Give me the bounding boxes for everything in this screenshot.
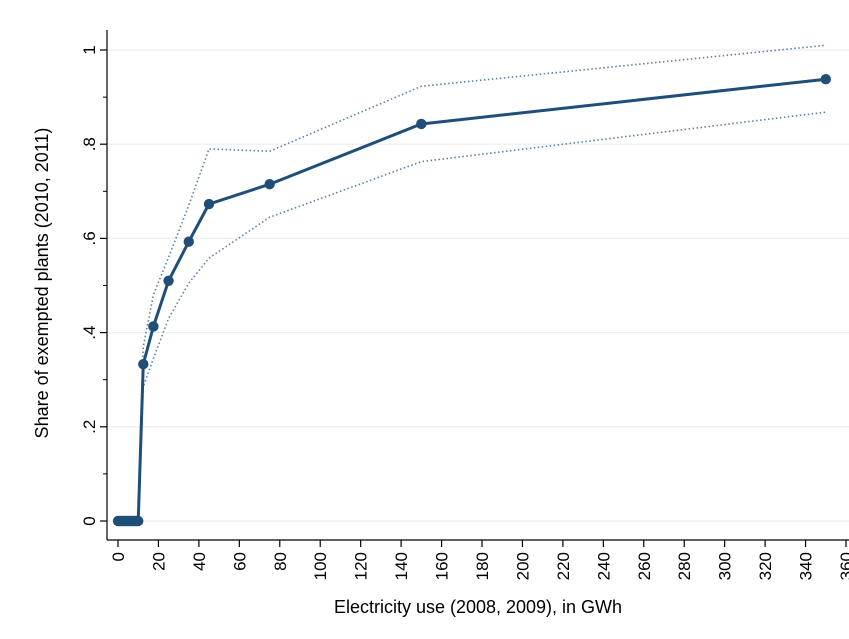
series-dotted-lower-ci-line [137, 111, 826, 522]
y-tick-label-0: 0 [80, 516, 99, 525]
x-tick-label-14: 280 [675, 552, 694, 580]
x-tick-label-9: 180 [473, 552, 492, 580]
y-tick-label-2: .4 [80, 326, 99, 340]
x-tick-label-0: 0 [109, 552, 128, 561]
data-point-13 [163, 275, 174, 286]
data-point-16 [264, 179, 275, 190]
data-point-17 [416, 118, 427, 130]
y-tick-label-1: .2 [80, 420, 99, 434]
x-tick-label-16: 320 [756, 552, 775, 580]
x-tick-label-18: 360 [837, 552, 849, 580]
x-tick-label-4: 80 [271, 552, 290, 571]
x-axis-title: Electricity use (2008, 2009), in GWh [334, 597, 622, 617]
x-tick-label-15: 300 [716, 552, 735, 580]
x-tick-label-1: 20 [149, 552, 168, 571]
data-point-15 [203, 198, 215, 210]
series-layer [112, 44, 831, 527]
data-point-14 [183, 236, 194, 247]
grid-lines [108, 49, 849, 522]
x-tick-label-3: 60 [230, 552, 249, 571]
x-tick-label-8: 160 [433, 552, 452, 580]
x-tick-label-13: 260 [635, 552, 654, 580]
data-point-18 [820, 74, 831, 85]
x-tick-label-10: 200 [513, 552, 532, 580]
y-tick-label-5: 1 [80, 45, 99, 54]
data-point-10 [133, 515, 144, 527]
data-point-11 [138, 358, 149, 370]
x-tick-label-2: 40 [190, 552, 209, 571]
x-tick-label-5: 100 [311, 552, 330, 580]
y-tick-label-3: .6 [80, 231, 99, 245]
x-tick-label-17: 340 [797, 552, 816, 580]
x-tick-label-7: 140 [392, 552, 411, 580]
y-tick-label-4: .8 [80, 137, 99, 151]
y-axis-title: Share of exempted plants (2010, 2011) [32, 128, 52, 439]
x-tick-label-11: 220 [554, 552, 573, 580]
x-tick-label-6: 120 [352, 552, 371, 580]
data-point-12 [148, 321, 159, 332]
plot-region [108, 30, 849, 540]
axis-ticks: 0 .2 .4 .6 .8 1 0 20 40 60 80 100 120 140 160 180 200 220… [80, 45, 849, 580]
x-tick-label-12: 240 [594, 552, 613, 580]
